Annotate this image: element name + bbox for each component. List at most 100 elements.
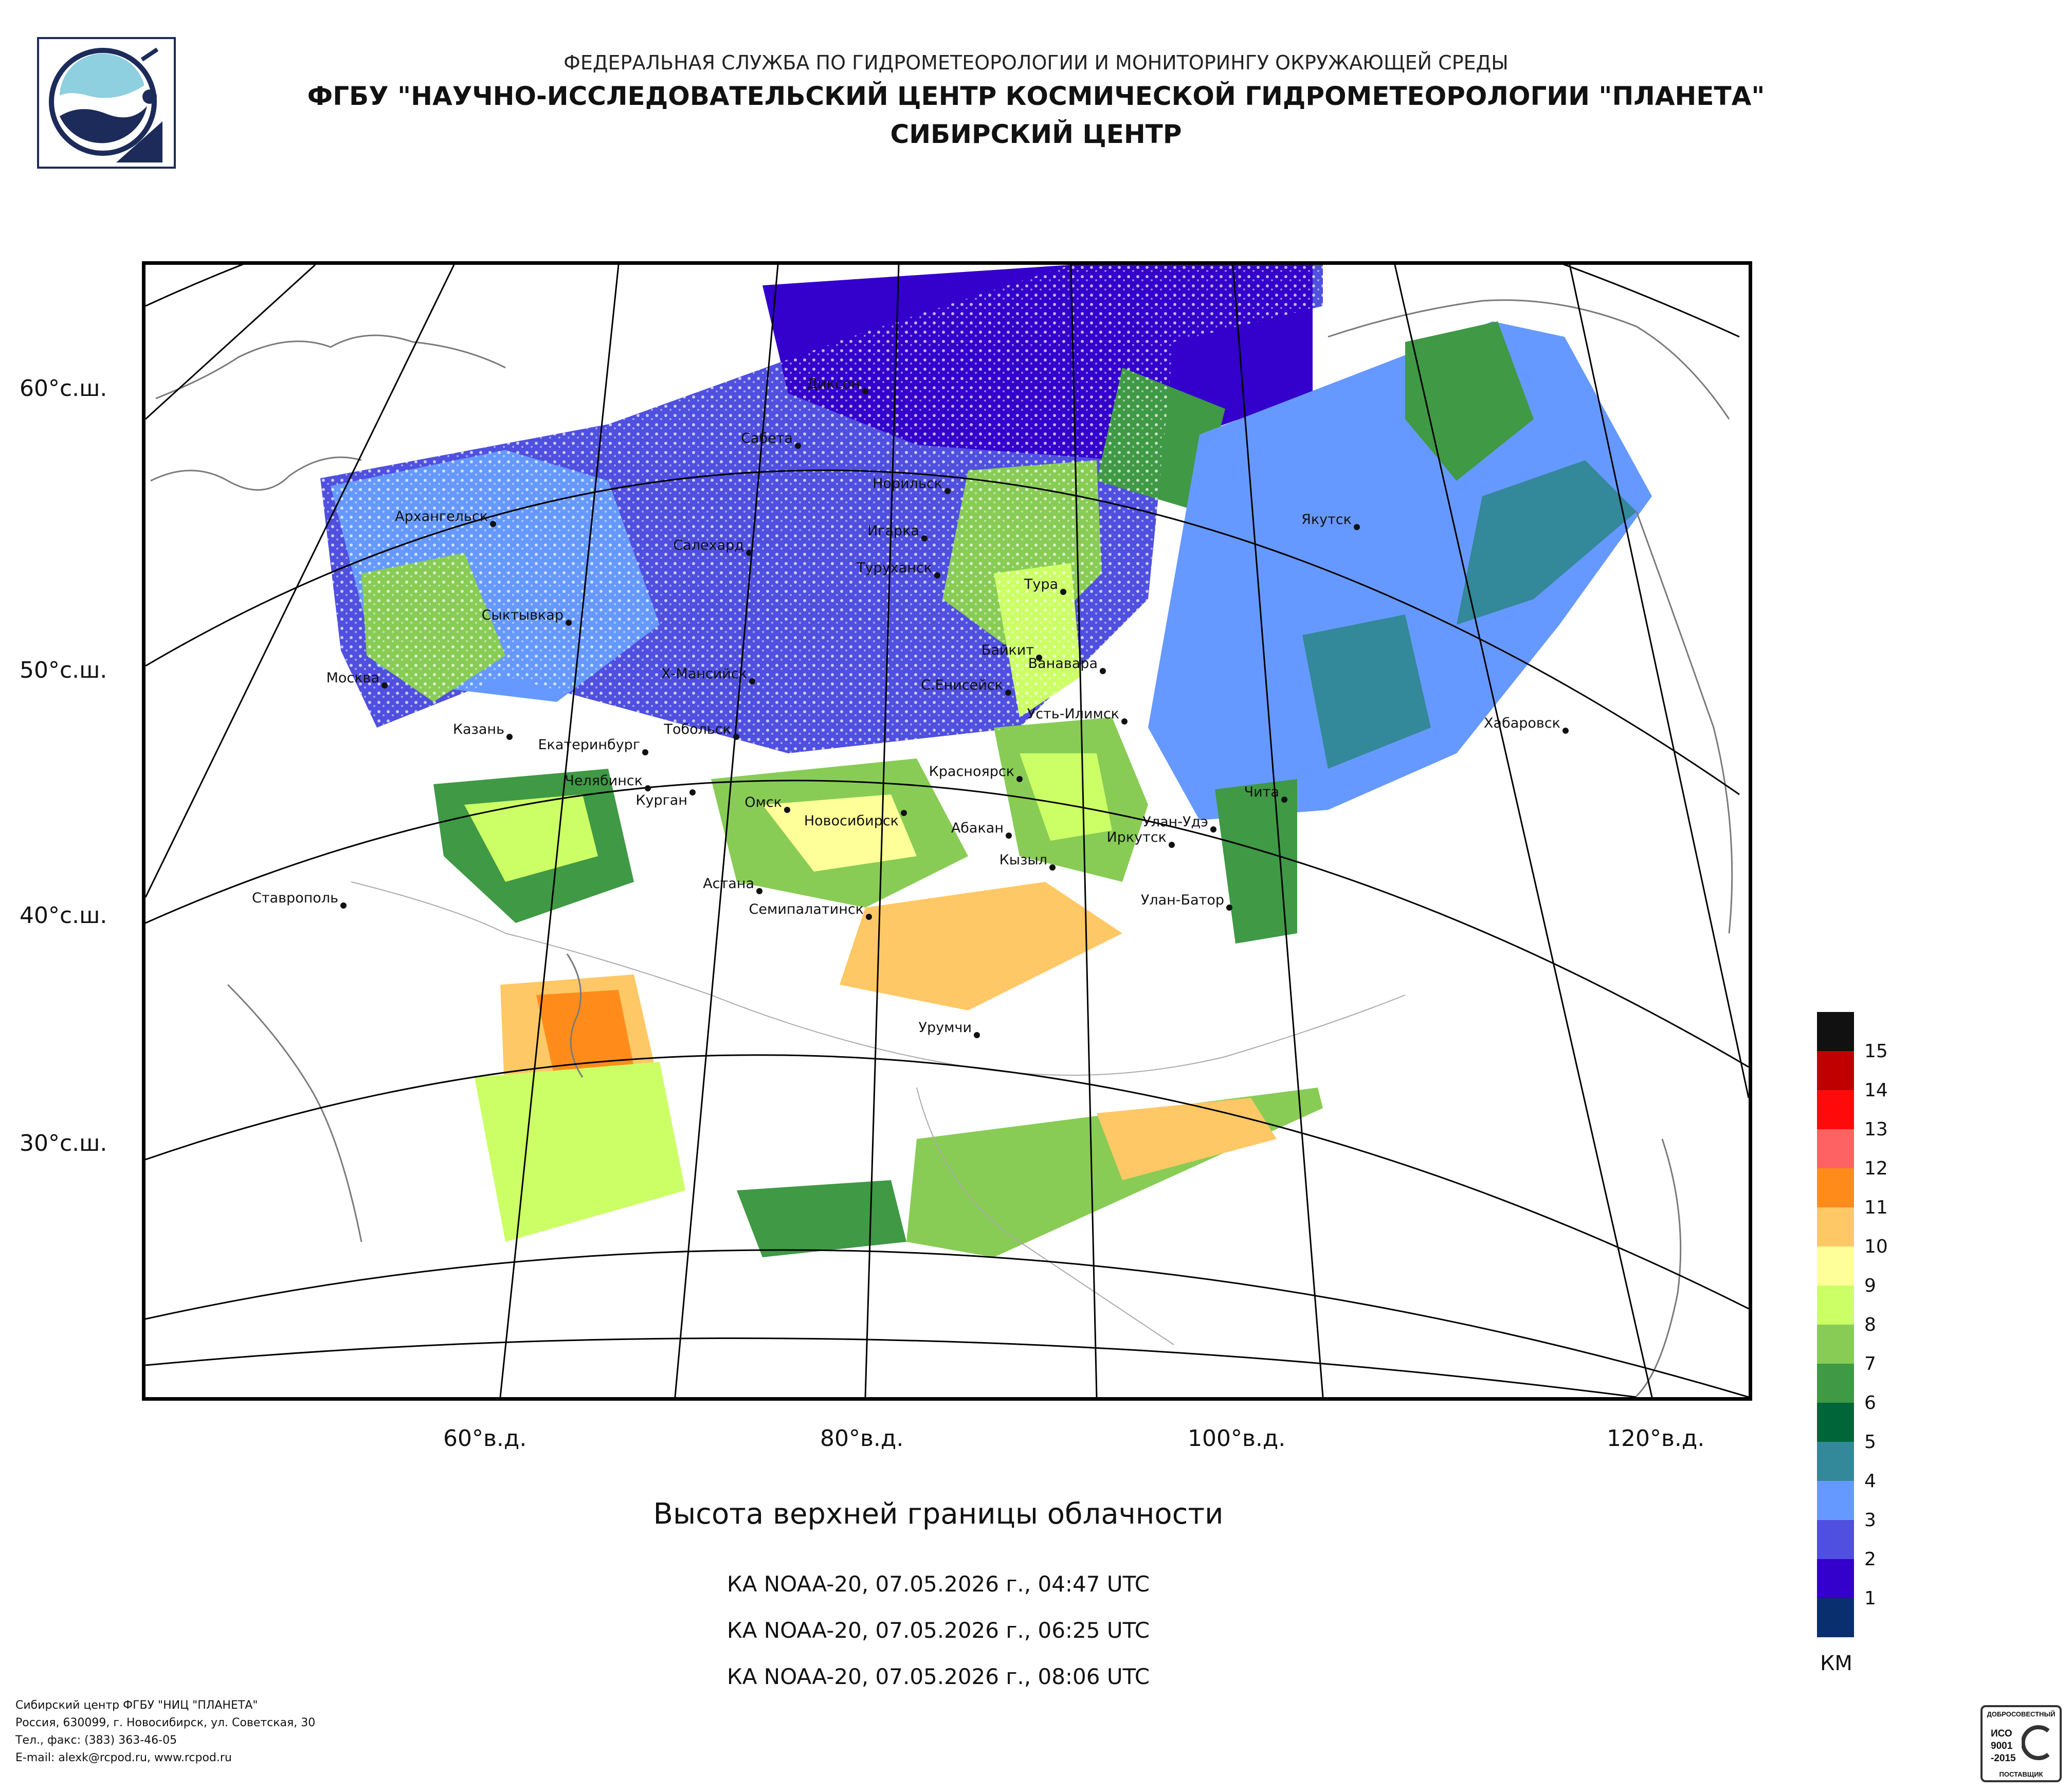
city-label-chita: Чита	[1244, 784, 1279, 800]
legend-label: 7	[1864, 1353, 1876, 1374]
city-label-kazan: Казань	[453, 721, 504, 737]
city-s-eniseysk: С.Енисейск	[921, 677, 1011, 696]
city-ust-ilimsk: Усть-Илимск	[1027, 706, 1128, 725]
city-label-sabeta: Сабета	[741, 430, 793, 446]
city-label-stavropol: Ставрополь	[252, 890, 338, 906]
legend-swatch	[1817, 1598, 1854, 1637]
city-label-turukhansk: Туруханск	[856, 560, 932, 576]
header-branch: СИБИРСКИЙ ЦЕНТР	[890, 119, 1182, 149]
legend-label: 14	[1864, 1080, 1888, 1101]
city-label-igarka: Игарка	[867, 523, 919, 539]
iso-badge-mid: ИСО 9001 -2015	[1991, 1728, 2016, 1764]
legend-swatch	[1817, 1012, 1854, 1051]
city-kurgan: Курган	[635, 789, 696, 808]
coastlines	[150, 299, 1733, 1397]
city-label-s-eniseysk: С.Енисейск	[921, 677, 1003, 693]
legend-label: 2	[1864, 1549, 1876, 1570]
legend-label: 6	[1864, 1392, 1876, 1414]
city-label-moskva: Москва	[326, 670, 379, 686]
legend-swatch	[1817, 1207, 1854, 1246]
city-label-novosibirsk: Новосибирск	[804, 813, 899, 829]
city-igarka: Игарка	[867, 523, 928, 541]
pass-3: КА NOAA-20, 07.05.2026 г., 08:06 UTC	[726, 1664, 1150, 1689]
city-label-ekaterinburg: Екатеринбург	[538, 737, 640, 753]
city-label-krasnoyarsk: Красноярск	[929, 764, 1014, 780]
city-ekaterinburg: Екатеринбург	[538, 737, 648, 755]
lon-label-120: 120°в.д.	[1607, 1425, 1705, 1452]
city-arkhangelsk: Архангельск	[395, 509, 496, 527]
city-label-vanavara: Ванавара	[1028, 656, 1098, 672]
city-ulan-bator: Улан-Батор	[1141, 892, 1232, 911]
city-label-abakan: Абакан	[951, 820, 1004, 836]
city-label-urumchi: Урумчи	[919, 1020, 972, 1036]
city-tura: Тура	[1024, 576, 1066, 595]
city-label-omsk: Омск	[744, 794, 782, 810]
planeta-logo	[37, 37, 176, 169]
legend-swatch	[1817, 1403, 1854, 1442]
planeta-logo-graphic	[49, 47, 162, 162]
legend-label: 8	[1864, 1314, 1876, 1335]
legend-swatch	[1817, 1520, 1854, 1559]
city-label-norilsk: Норильск	[873, 476, 942, 492]
city-turukhansk: Туруханск	[856, 560, 940, 578]
legend-swatch	[1817, 1481, 1854, 1520]
footer-contacts: Сибирский центр ФГБУ "НИЦ "ПЛАНЕТА" Росс…	[15, 1697, 315, 1767]
city-khmansiysk: Х-Мансийск	[661, 666, 755, 684]
city-urumchi: Урумчи	[919, 1020, 980, 1038]
city-ulan-ude: Улан-Удэ	[1142, 814, 1216, 833]
legend-label: 1	[1864, 1588, 1876, 1609]
lat-label-40: 40°с.ш.	[20, 902, 107, 929]
legend-swatch	[1817, 1090, 1854, 1129]
legend-label: 9	[1864, 1275, 1876, 1296]
legend-swatch	[1817, 1286, 1854, 1325]
city-chita: Чита	[1244, 784, 1287, 803]
city-label-ulan-bator: Улан-Батор	[1141, 892, 1224, 908]
city-dikson: Диксон	[807, 376, 868, 394]
legend-label: 5	[1864, 1432, 1876, 1453]
legend-swatch	[1817, 1246, 1854, 1286]
city-moskva: Москва	[326, 670, 388, 689]
iso-badge-icon: ДОБРОСОВЕСТНЫЙ ИСО 9001 -2015 ПОСТАВЩИК	[1980, 1705, 2062, 1782]
city-label-tobolsk: Тобольск	[663, 721, 731, 737]
city-syktyvkar: Сыктывкар	[482, 607, 572, 626]
city-krasnoyarsk: Красноярск	[929, 764, 1023, 782]
legend-unit: КМ	[1820, 1652, 1852, 1675]
legend-label: 13	[1864, 1119, 1888, 1140]
iso-badge-top: ДОБРОСОВЕСТНЫЙ	[1987, 1710, 2056, 1718]
city-label-yakutsk: Якутск	[1301, 512, 1352, 528]
graticule	[146, 265, 1749, 1397]
iso-c-icon	[2022, 1725, 2050, 1760]
city-label-baykit: Байкит	[982, 642, 1034, 658]
city-tobolsk: Тобольск	[663, 721, 739, 740]
legend-swatch	[1817, 1442, 1854, 1481]
city-semipalatinsk: Семипалатинск	[749, 901, 872, 920]
city-label-khmansiysk: Х-Мансийск	[661, 666, 747, 682]
legend-label: 3	[1864, 1510, 1876, 1531]
city-salekhard: Салехард	[673, 537, 752, 556]
pass-1: КА NOAA-20, 07.05.2026 г., 04:47 UTC	[726, 1571, 1150, 1597]
city-label-irkutsk: Иркутск	[1106, 829, 1167, 845]
city-novosibirsk: Новосибирск	[804, 810, 907, 829]
caption-title: Высота верхней границы облачности	[653, 1497, 1224, 1531]
lon-label-60: 60°в.д.	[443, 1425, 527, 1452]
city-label-salekhard: Салехард	[673, 537, 744, 553]
lat-label-60: 60°с.ш.	[20, 375, 107, 402]
city-label-dikson: Диксон	[807, 376, 860, 392]
map-canvas: Диксон Сабета Норильск Архангельск Салех…	[146, 265, 1749, 1397]
city-khabarovsk: Хабаровск	[1484, 715, 1569, 734]
city-label-kurgan: Курган	[635, 792, 687, 808]
city-omsk: Омск	[744, 794, 790, 813]
city-label-semipalatinsk: Семипалатинск	[749, 901, 864, 917]
city-label-chelyabinsk: Челябинск	[565, 773, 643, 789]
legend-swatch	[1817, 1325, 1854, 1364]
city-sabeta: Сабета	[741, 430, 801, 449]
city-yakutsk: Якутск	[1301, 512, 1360, 530]
city-kyzyl: Кызыл	[999, 852, 1056, 871]
legend-swatch	[1817, 1559, 1854, 1598]
legend-swatch	[1817, 1051, 1854, 1090]
city-abakan: Абакан	[951, 820, 1012, 839]
legend-swatch	[1817, 1168, 1854, 1207]
city-label-arkhangelsk: Архангельск	[395, 509, 488, 524]
legend-label: 11	[1864, 1197, 1888, 1218]
city-stavropol: Ставрополь	[252, 890, 347, 909]
